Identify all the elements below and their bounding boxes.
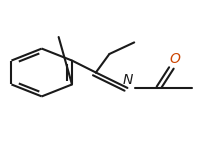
Text: N: N [122, 73, 133, 87]
Text: O: O [169, 52, 180, 66]
